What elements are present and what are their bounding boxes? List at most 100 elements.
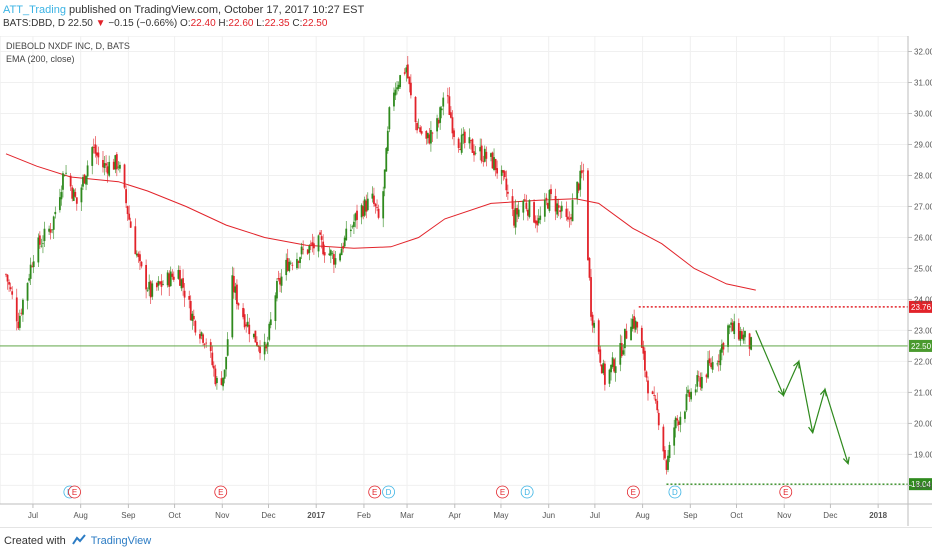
candle-body bbox=[580, 170, 583, 174]
candle-body bbox=[699, 377, 702, 387]
candle-body bbox=[744, 330, 746, 338]
candle-body bbox=[543, 199, 546, 217]
candle-body bbox=[417, 127, 420, 129]
candle-body bbox=[750, 337, 753, 350]
candle-body bbox=[587, 170, 589, 260]
earnings-marker-letter: E bbox=[372, 488, 377, 497]
footer-credit: Created with TradingView bbox=[4, 534, 151, 547]
candle-body bbox=[708, 358, 711, 364]
candle-body bbox=[177, 269, 180, 279]
last-price-price-label: 22.50 bbox=[911, 342, 932, 351]
resistance-price-label: 23.76 bbox=[911, 303, 932, 312]
candle-body bbox=[169, 271, 172, 287]
candle-body bbox=[8, 282, 10, 285]
candle-body bbox=[536, 220, 539, 226]
x-tick-label: Nov bbox=[215, 511, 229, 520]
symbol-label: BATS:DBD, D bbox=[3, 18, 66, 29]
last-price: 22.50 bbox=[67, 18, 93, 29]
candle-body bbox=[362, 206, 365, 217]
candle-body bbox=[388, 107, 391, 130]
earnings-marker-letter: E bbox=[500, 488, 505, 497]
open-label: O: bbox=[180, 18, 191, 29]
candle-body bbox=[220, 378, 223, 385]
candle-body bbox=[631, 318, 634, 329]
candle-body bbox=[329, 250, 332, 256]
candle-body bbox=[525, 202, 528, 209]
candle-body bbox=[320, 236, 323, 240]
candle-body bbox=[523, 199, 526, 201]
candle-body bbox=[140, 261, 143, 267]
candle-body bbox=[570, 217, 572, 220]
tradingview-link[interactable]: TradingView bbox=[90, 535, 152, 547]
candle-body bbox=[493, 157, 495, 170]
candle-body bbox=[748, 333, 751, 349]
candle-body bbox=[719, 349, 722, 366]
candle-body bbox=[403, 72, 406, 74]
candle-body bbox=[205, 342, 208, 344]
candle-body bbox=[32, 261, 35, 268]
candle-body bbox=[733, 321, 736, 335]
arrowhead bbox=[793, 360, 800, 369]
candle-body bbox=[522, 200, 525, 213]
author-link[interactable]: ATT_Trading bbox=[3, 4, 66, 16]
candle-body bbox=[139, 254, 141, 262]
candle-body bbox=[199, 334, 201, 339]
candle-body bbox=[448, 96, 451, 115]
candle-body bbox=[5, 274, 7, 276]
candle-body bbox=[468, 137, 471, 144]
y-tick-label: 27.00 bbox=[914, 202, 932, 211]
candle-body bbox=[451, 117, 454, 134]
candle-body bbox=[473, 151, 475, 156]
candle-body bbox=[203, 343, 206, 345]
candle-body bbox=[97, 152, 100, 158]
candle-body bbox=[319, 232, 321, 235]
candle-body bbox=[313, 243, 315, 249]
price-chart[interactable]: 23.76 18.04 22.50 32.00 31.00 30.00 29.00 28.0… bbox=[0, 36, 932, 526]
candle-body bbox=[688, 392, 691, 398]
candle-body bbox=[453, 130, 455, 137]
candle-body bbox=[727, 325, 729, 347]
candle-body bbox=[202, 334, 204, 343]
candles bbox=[5, 55, 753, 475]
candle-body bbox=[480, 145, 483, 162]
candle-body bbox=[280, 276, 283, 286]
y-tick-label: 31.00 bbox=[914, 78, 932, 87]
candle-body bbox=[457, 138, 460, 149]
candle-body bbox=[377, 208, 380, 218]
candle-body bbox=[568, 218, 571, 220]
candle-body bbox=[446, 95, 449, 97]
candle-body bbox=[49, 229, 52, 233]
candle-body bbox=[613, 359, 616, 372]
candle-body bbox=[450, 112, 452, 118]
candle-body bbox=[117, 166, 120, 168]
candle-body bbox=[556, 203, 559, 215]
candle-body bbox=[43, 228, 46, 242]
y-tick-label: 26.00 bbox=[914, 233, 932, 242]
candle-body bbox=[191, 313, 194, 321]
footer: Created with TradingView bbox=[0, 527, 932, 551]
candle-body bbox=[742, 334, 745, 341]
candle-body bbox=[265, 344, 268, 349]
candle-body bbox=[248, 324, 251, 335]
candle-body bbox=[528, 200, 531, 218]
candle-body bbox=[619, 343, 622, 365]
earnings-marker bbox=[626, 485, 640, 499]
candle-body bbox=[414, 96, 417, 122]
candle-body bbox=[343, 237, 346, 247]
candle-body bbox=[266, 342, 269, 347]
candle-body bbox=[614, 366, 617, 373]
candle-body bbox=[576, 181, 579, 199]
candle-body bbox=[373, 195, 375, 204]
candle-body bbox=[653, 395, 656, 396]
candle-body bbox=[180, 279, 183, 289]
x-tick-label: 2017 bbox=[307, 511, 325, 520]
candle-body bbox=[243, 314, 246, 328]
candle-body bbox=[74, 192, 77, 197]
candle-body bbox=[137, 253, 140, 258]
candle-body bbox=[547, 202, 549, 209]
candle-body bbox=[299, 257, 301, 263]
candle-body bbox=[323, 252, 326, 256]
earnings-marker bbox=[779, 485, 793, 499]
candle-body bbox=[22, 299, 24, 315]
candle-body bbox=[506, 191, 509, 194]
